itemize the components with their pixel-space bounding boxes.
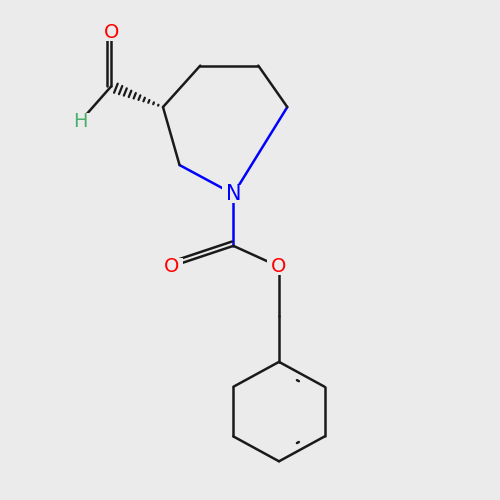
Text: O: O [164, 257, 179, 276]
FancyBboxPatch shape [68, 113, 92, 130]
FancyBboxPatch shape [100, 24, 123, 41]
Text: O: O [104, 23, 119, 42]
Text: H: H [73, 112, 88, 131]
FancyBboxPatch shape [222, 186, 245, 203]
FancyBboxPatch shape [268, 258, 290, 276]
Text: N: N [226, 184, 241, 204]
FancyBboxPatch shape [160, 258, 183, 276]
Text: O: O [272, 257, 286, 276]
